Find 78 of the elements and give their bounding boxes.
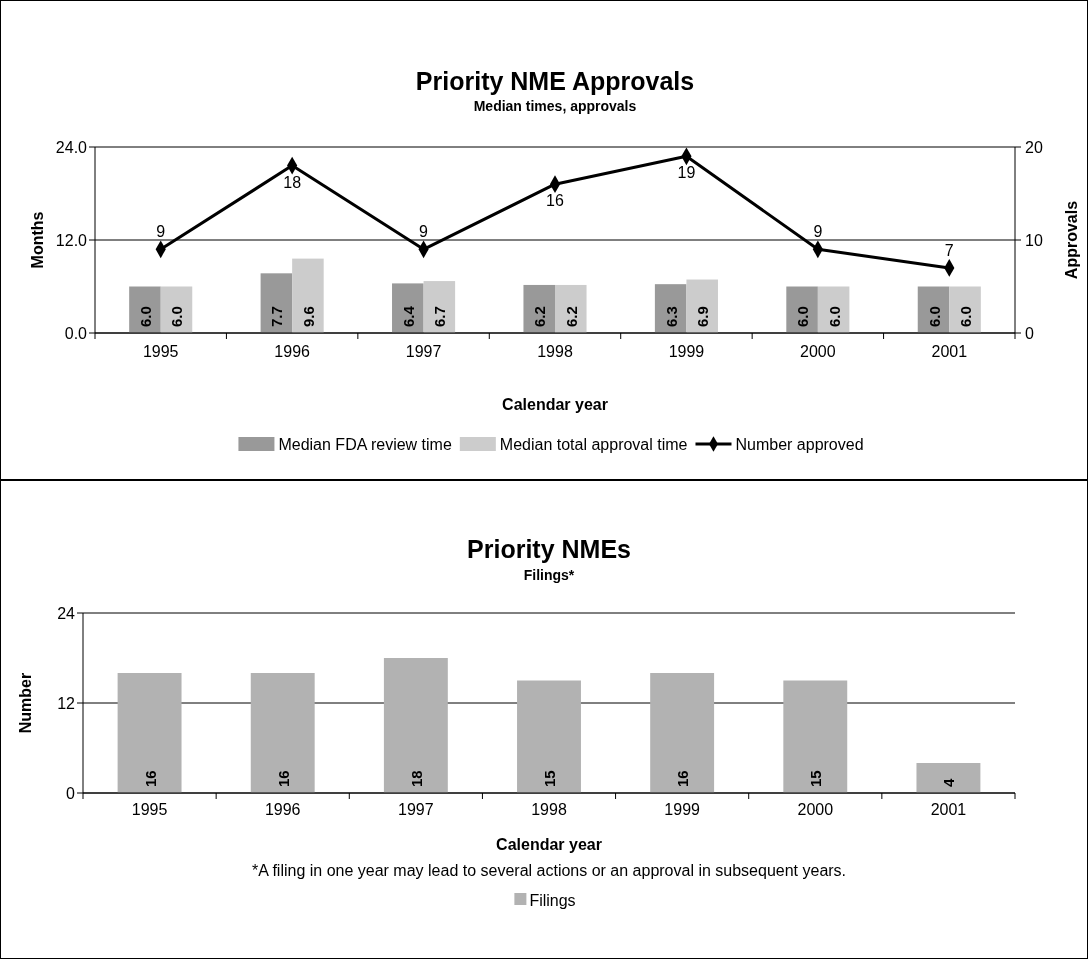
data-label: 9.6 xyxy=(299,306,317,327)
y2-tick-label: 20 xyxy=(1025,139,1043,156)
data-label: 6.7 xyxy=(431,306,449,327)
x-tick-label: 2000 xyxy=(797,801,834,818)
x-tick-label: 1996 xyxy=(274,343,311,360)
x-tick-label: 1998 xyxy=(531,801,567,818)
bar xyxy=(383,658,448,793)
data-label: 9 xyxy=(419,223,429,241)
bar xyxy=(517,680,581,793)
x-tick-label: 1996 xyxy=(264,801,301,818)
bar xyxy=(392,283,424,333)
y-axis-title: Number xyxy=(17,672,34,734)
bar xyxy=(650,673,715,793)
data-label: 6.4 xyxy=(399,305,417,327)
x-tick-label: 1995 xyxy=(131,801,168,818)
bar xyxy=(783,680,848,793)
data-label: 9 xyxy=(813,223,823,241)
y-axis-title: Months xyxy=(29,211,46,269)
data-label: 18 xyxy=(407,770,425,787)
legend-label: Median total approval time xyxy=(499,436,688,453)
chart-subtitle: Filings* xyxy=(523,567,575,583)
data-label: 16 xyxy=(274,770,292,787)
x-tick-label: 2001 xyxy=(930,801,967,818)
bar xyxy=(916,763,981,793)
data-label: 15 xyxy=(541,770,558,787)
data-label: 6.3 xyxy=(662,306,680,327)
y-tick-label: 12 xyxy=(57,695,76,712)
chart-title: Priority NME Approvals xyxy=(415,67,695,95)
bar xyxy=(250,673,315,793)
legend-label: Filings xyxy=(529,892,576,909)
x-axis-title: Calendar year xyxy=(496,836,602,853)
bar xyxy=(523,284,555,333)
x-tick-label: 1995 xyxy=(142,343,179,360)
data-label: 6.0 xyxy=(825,306,843,327)
x-tick-label: 1999 xyxy=(664,801,701,818)
legend-label: Number approved xyxy=(735,436,864,453)
data-label: 7 xyxy=(944,241,954,259)
data-label: 6.0 xyxy=(168,306,186,327)
data-label: 6.0 xyxy=(136,306,154,327)
data-label: 9 xyxy=(156,223,166,241)
chart-subtitle: Median times, approvals xyxy=(473,98,637,114)
data-label: 16 xyxy=(141,770,159,787)
data-label: 18 xyxy=(283,173,302,191)
bar xyxy=(686,279,718,333)
data-label: 6.2 xyxy=(562,306,580,327)
chart-title: Priority NMEs xyxy=(467,535,631,563)
y-tick-label: 24 xyxy=(57,605,76,622)
x-tick-label: 2000 xyxy=(800,343,836,360)
data-label: 16 xyxy=(674,770,692,787)
data-label: 6.0 xyxy=(794,306,812,327)
data-label: 4 xyxy=(940,778,958,787)
data-label: 6.0 xyxy=(957,306,975,327)
y2-tick-label: 0 xyxy=(1025,325,1034,342)
data-label: 7.7 xyxy=(268,306,286,327)
x-tick-label: 1997 xyxy=(405,343,442,360)
data-label: 6.0 xyxy=(925,306,943,327)
bar xyxy=(117,673,182,793)
bar xyxy=(260,273,293,333)
data-label: 19 xyxy=(677,164,696,182)
bar xyxy=(555,284,587,333)
x-tick-label: 1998 xyxy=(537,343,573,360)
data-label: 6.9 xyxy=(694,306,712,327)
x-tick-label: 1999 xyxy=(668,343,705,360)
y-tick-label: 0.0 xyxy=(64,325,88,342)
y2-tick-label: 10 xyxy=(1025,232,1043,249)
x-tick-label: 1997 xyxy=(398,801,434,818)
x-tick-label: 2001 xyxy=(931,343,968,360)
legend-label: Median FDA review time xyxy=(278,436,452,453)
data-label: 15 xyxy=(807,770,825,787)
x-axis-title: Calendar year xyxy=(502,396,608,413)
y-tick-label: 12.0 xyxy=(55,232,88,249)
data-label: 16 xyxy=(546,192,564,210)
y-tick-label: 24.0 xyxy=(55,139,88,156)
y-tick-label: 0 xyxy=(66,785,76,802)
data-label: 6.2 xyxy=(531,306,549,327)
text: *A filing in one year may lead to several actions or an approval in subsequent years. xyxy=(251,862,847,879)
bar xyxy=(292,258,324,333)
y2-axis-title: Approvals xyxy=(1063,200,1080,280)
